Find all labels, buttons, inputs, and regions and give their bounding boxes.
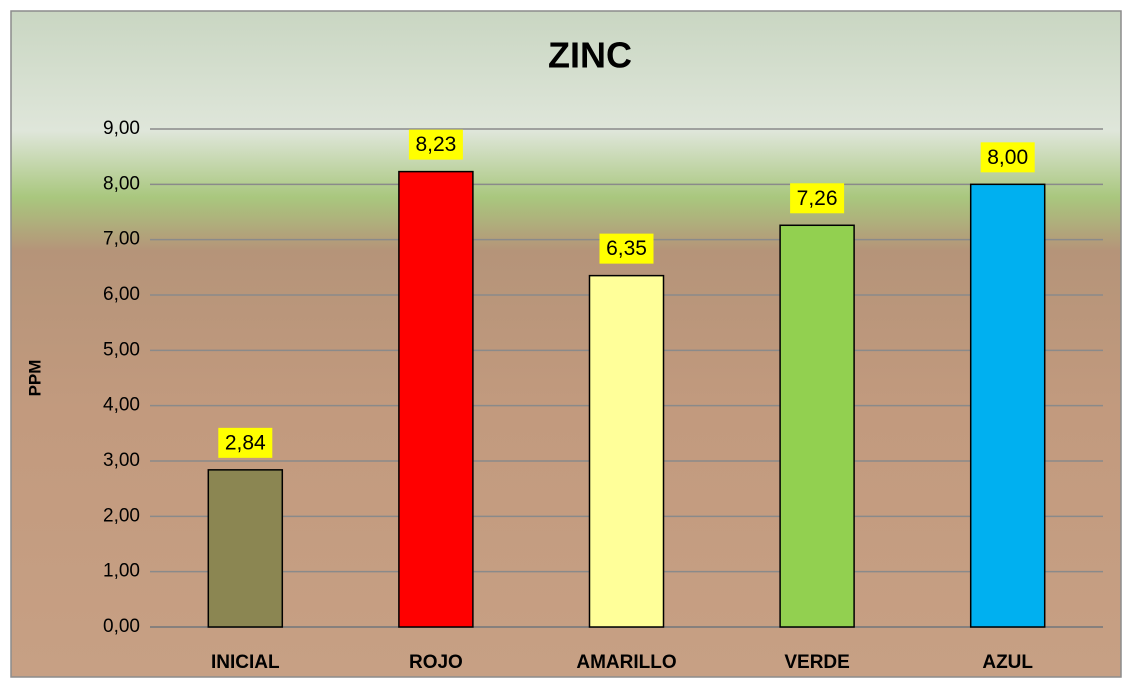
value-label: 8,23 <box>415 133 456 156</box>
value-label-background <box>790 183 845 214</box>
y-tick-label: 2,00 <box>103 505 140 526</box>
x-tick-label: AZUL <box>982 652 1033 673</box>
bar <box>969 183 1046 628</box>
bar <box>398 170 474 628</box>
bar <box>207 469 284 628</box>
value-label-background <box>980 142 1035 173</box>
y-tick-label: 3,00 <box>103 450 140 471</box>
y-tick-label: 5,00 <box>103 339 140 360</box>
y-tick-label: 1,00 <box>103 561 140 582</box>
value-label: 6,35 <box>606 237 647 260</box>
value-label: 7,26 <box>797 187 838 210</box>
value-label-background <box>218 427 273 458</box>
value-label-background <box>599 233 654 264</box>
x-tick-label: ROJO <box>409 652 463 673</box>
y-axis-label: PPM <box>25 360 44 397</box>
chart-background <box>10 10 1122 678</box>
y-tick-label: 4,00 <box>103 395 140 416</box>
chart-title: ZINC <box>548 35 632 76</box>
x-tick-label: AMARILLO <box>576 652 676 673</box>
y-tick-label: 9,00 <box>103 118 140 139</box>
x-tick-label: VERDE <box>784 652 849 673</box>
y-tick-label: 8,00 <box>103 173 140 194</box>
bar <box>779 224 855 628</box>
bar <box>588 274 665 628</box>
y-tick-label: 6,00 <box>103 284 140 305</box>
value-label-background <box>408 129 463 160</box>
value-label: 2,84 <box>225 431 266 454</box>
y-tick-label: 0,00 <box>103 616 140 637</box>
x-tick-label: INICIAL <box>211 652 280 673</box>
y-tick-label: 7,00 <box>103 229 140 250</box>
value-label: 8,00 <box>987 146 1028 169</box>
